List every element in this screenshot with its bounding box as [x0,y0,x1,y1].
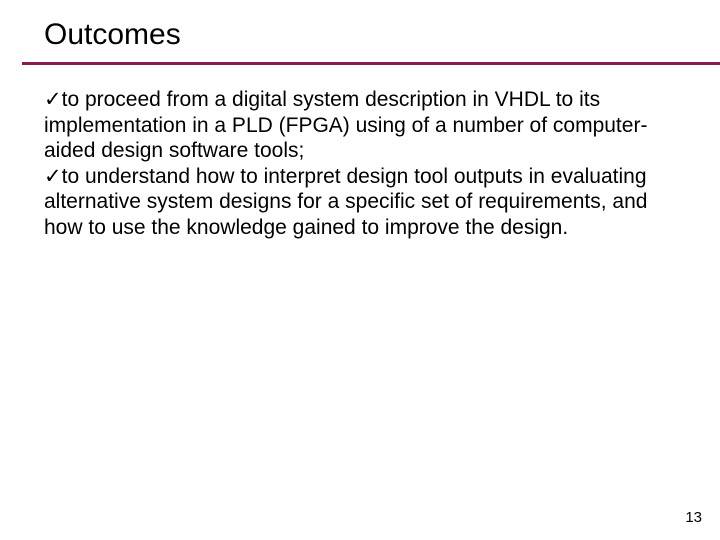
slide: Outcomes ✓to proceed from a digital syst… [0,0,720,540]
check-icon: ✓ [44,165,62,188]
slide-title: Outcomes [44,18,684,52]
check-icon: ✓ [44,88,62,111]
title-underline [22,62,720,65]
bullet-text: to proceed from a digital system descrip… [44,88,647,162]
page-number: 13 [685,509,702,526]
body-text: ✓to proceed from a digital system descri… [44,87,684,241]
bullet-text: to understand how to interpret design to… [44,165,647,239]
